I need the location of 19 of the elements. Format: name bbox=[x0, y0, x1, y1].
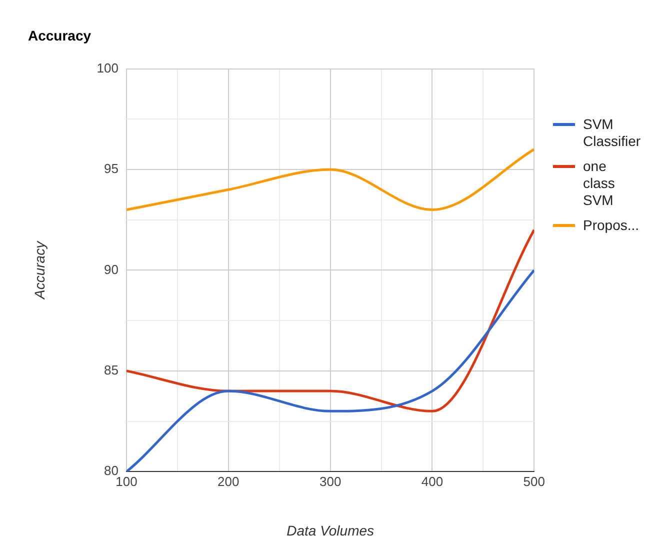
y-axis-title: Accuracy bbox=[31, 240, 48, 300]
line-series bbox=[126, 148, 534, 212]
legend-label: Propos... bbox=[583, 217, 640, 234]
y-tick-label: 90 bbox=[104, 262, 118, 277]
legend-label: one class SVM bbox=[583, 158, 616, 209]
y-tick-label: 95 bbox=[104, 161, 118, 176]
x-axis-title: Data Volumes bbox=[286, 522, 374, 538]
y-tick-label: 85 bbox=[104, 362, 118, 378]
line-series bbox=[126, 228, 534, 412]
x-tick-label: 500 bbox=[523, 474, 546, 489]
x-tick-label: 200 bbox=[218, 474, 240, 489]
chart-title: Accuracy bbox=[28, 27, 92, 44]
x-tick-label: 300 bbox=[319, 474, 342, 489]
legend-label: SVM Classifier bbox=[583, 116, 641, 150]
line-series bbox=[126, 268, 534, 472]
x-tick-label: 400 bbox=[421, 474, 444, 489]
x-tick-label: 100 bbox=[116, 474, 138, 489]
y-tick-label: 100 bbox=[96, 60, 118, 76]
y-tick-label: 80 bbox=[104, 463, 118, 478]
